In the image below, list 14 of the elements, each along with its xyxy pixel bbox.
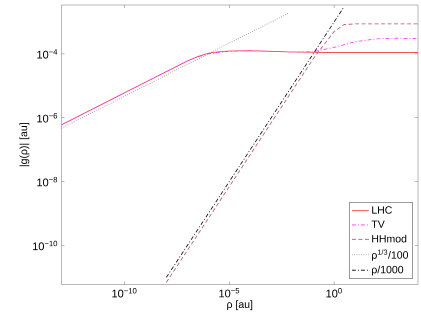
- y-tick-label: 10$^{−8}$: [37, 176, 58, 186]
- legend-label: HHmod: [372, 234, 406, 242]
- y-tick-label: 10$^{−6}$: [37, 113, 58, 122]
- x-tick-label: 10$^{−10}$: [112, 288, 137, 298]
- x-tick-label: 10$^{0}$: [326, 288, 342, 298]
- x-axis-title: ρ [au]: [227, 300, 252, 310]
- legend-label: ρ/1000: [372, 266, 404, 276]
- legend-label: LHC: [372, 206, 392, 214]
- y-axis-title: |g(ρ)| [au]: [20, 123, 30, 166]
- x-tick-label: 10$^{−5}$: [219, 288, 240, 298]
- legend-label: ρ$^{1/3}$/100: [372, 249, 408, 261]
- legend-label: TV: [372, 220, 385, 228]
- y-tick-label: 10$^{−10}$: [33, 240, 58, 250]
- y-tick-label: 10$^{−4}$: [37, 49, 58, 59]
